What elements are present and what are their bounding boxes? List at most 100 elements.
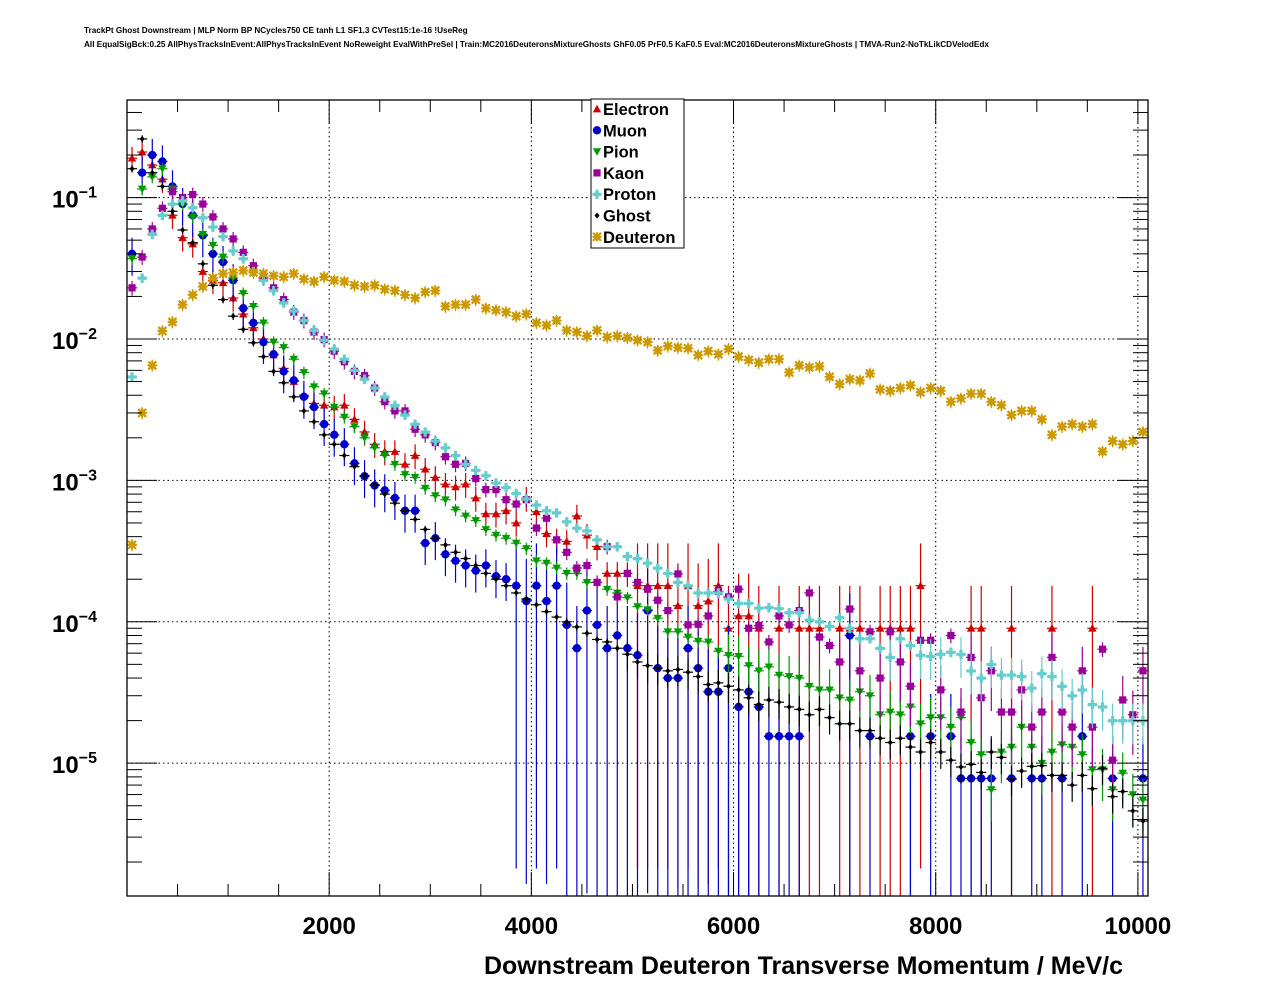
data-point: [278, 272, 289, 282]
data-point: [622, 551, 632, 562]
data-point: [896, 624, 905, 632]
data-point: [440, 443, 451, 453]
data-point: [127, 153, 137, 162]
data-point: [906, 624, 915, 632]
legend-label: Muon: [603, 122, 647, 140]
data-point: [723, 344, 734, 354]
data-point: [824, 372, 835, 382]
data-point: [572, 644, 582, 653]
data-point: [481, 526, 491, 534]
data-point: [1049, 772, 1055, 779]
data-point: [897, 735, 903, 742]
data-point: [541, 506, 552, 516]
data-point: [906, 682, 915, 690]
data-point: [1087, 700, 1098, 710]
data-point: [319, 401, 329, 409]
data-point: [764, 663, 774, 672]
data-point: [663, 568, 673, 579]
data-point: [380, 392, 390, 402]
data-point: [786, 703, 792, 710]
data-point: [684, 621, 692, 629]
data-point: [855, 624, 865, 632]
data-point: [359, 374, 370, 384]
x-axis-title: Downstream Deuteron Transverse Momentum …: [484, 952, 1123, 980]
data-point: [644, 585, 652, 593]
data-point: [774, 604, 784, 614]
data-point: [410, 474, 420, 482]
data-point: [733, 598, 744, 609]
data-point: [430, 285, 441, 296]
data-point: [836, 658, 844, 666]
data-point: [674, 570, 682, 578]
data-point: [1110, 793, 1116, 800]
data-point: [1109, 756, 1117, 764]
data-point: [937, 686, 945, 694]
data-point: [561, 325, 572, 336]
data-point: [481, 471, 491, 481]
y-tick-label: 10−2: [52, 326, 97, 355]
data-point: [218, 253, 228, 262]
data-point: [1059, 772, 1065, 779]
data-point: [421, 538, 430, 548]
data-point: [279, 298, 289, 308]
data-point: [784, 608, 794, 618]
data-point: [451, 556, 460, 565]
data-point: [552, 581, 561, 590]
data-point: [379, 284, 390, 294]
data-point: [938, 748, 944, 755]
data-point: [340, 413, 349, 422]
data-point: [866, 628, 874, 636]
x-tick-label: 4000: [505, 913, 558, 940]
data-point: [655, 665, 661, 672]
data-point: [351, 463, 357, 470]
data-point: [857, 727, 863, 734]
data-point: [875, 384, 885, 395]
data-point: [573, 564, 581, 572]
data-point: [138, 253, 146, 261]
data-point: [542, 596, 551, 606]
data-point: [845, 696, 854, 705]
data-point: [592, 535, 602, 545]
data-point: [724, 651, 733, 660]
data-point: [248, 267, 259, 278]
data-point: [319, 335, 329, 345]
data-point: [746, 694, 752, 701]
data-point: [340, 440, 349, 449]
data-point: [744, 598, 754, 609]
data-point: [774, 671, 784, 680]
data-point: [309, 325, 319, 336]
data-point: [1027, 683, 1037, 693]
data-point: [1128, 716, 1138, 726]
data-point: [776, 699, 782, 706]
data-point: [522, 545, 531, 553]
data-point: [532, 507, 541, 516]
data-point: [158, 157, 167, 166]
data-point: [764, 732, 774, 741]
data-point: [814, 361, 825, 372]
data-point: [491, 531, 501, 540]
data-point: [321, 431, 327, 438]
data-point: [158, 204, 166, 212]
data-point: [370, 444, 379, 453]
data-point: [1047, 430, 1057, 440]
data-point: [461, 459, 471, 469]
data-point: [440, 301, 451, 312]
data-point: [623, 569, 631, 577]
data-point: [795, 624, 804, 632]
data-point: [157, 210, 167, 220]
data-point: [301, 407, 307, 414]
data-point: [159, 183, 165, 190]
data-point: [188, 213, 197, 222]
data-point: [865, 368, 875, 379]
data-point: [928, 739, 934, 746]
legend-item-kaon: Kaon: [593, 165, 644, 183]
data-point: [493, 576, 499, 583]
data-point: [180, 226, 186, 233]
data-point: [865, 692, 875, 700]
data-point: [210, 282, 216, 289]
legend-marker-icon: [594, 212, 600, 219]
data-point: [360, 434, 369, 443]
data-point: [391, 407, 399, 415]
data-point: [764, 354, 774, 364]
data-point: [794, 608, 804, 618]
